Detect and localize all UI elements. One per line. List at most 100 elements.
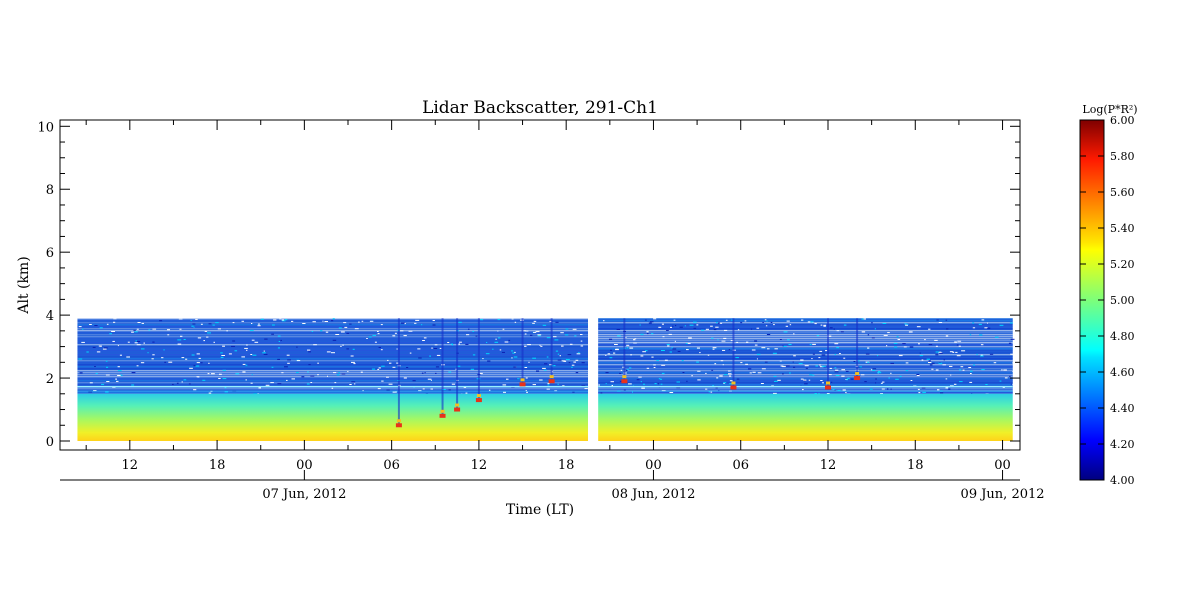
noise-speckle [770, 322, 773, 323]
noise-speckle [472, 330, 475, 332]
noise-speckle [954, 341, 957, 343]
noise-speckle [565, 328, 569, 330]
noise-speckle [818, 357, 821, 359]
noise-speckle [448, 389, 451, 391]
noise-speckle [528, 361, 530, 363]
noise-speckle [430, 379, 432, 381]
noise-speckle [441, 389, 446, 390]
noise-speckle [221, 355, 225, 356]
noise-speckle [131, 384, 135, 386]
noise-speckle [310, 375, 315, 377]
cloud-base-mark [520, 378, 525, 382]
noise-speckle [877, 355, 879, 357]
noise-speckle [307, 371, 309, 373]
noise-speckle [828, 374, 832, 376]
noise-streak [77, 370, 589, 372]
noise-speckle [176, 382, 179, 384]
noise-speckle [89, 324, 92, 325]
noise-speckle [544, 363, 548, 365]
noise-speckle [325, 331, 329, 333]
noise-speckle [244, 347, 248, 349]
noise-speckle [859, 366, 862, 368]
noise-speckle [559, 355, 561, 357]
noise-speckle [832, 388, 836, 390]
noise-speckle [94, 366, 96, 367]
noise-speckle [572, 328, 577, 330]
noise-streak [77, 374, 589, 376]
noise-speckle [980, 355, 984, 357]
noise-speckle [456, 365, 461, 367]
noise-speckle [955, 351, 958, 353]
noise-speckle [377, 331, 379, 332]
noise-streak [77, 376, 589, 378]
noise-streak [77, 366, 589, 368]
noise-speckle [326, 351, 331, 353]
noise-speckle [819, 350, 823, 352]
noise-speckle [250, 382, 253, 384]
noise-speckle [324, 321, 328, 322]
noise-speckle [88, 391, 93, 393]
noise-speckle [598, 384, 600, 386]
noise-speckle [634, 338, 637, 340]
noise-streak [598, 374, 1013, 376]
noise-speckle [728, 349, 731, 351]
noise-speckle [782, 373, 784, 375]
noise-speckle [349, 323, 352, 325]
noise-speckle [524, 333, 527, 335]
noise-speckle [939, 352, 943, 354]
noise-speckle [772, 352, 777, 354]
noise-speckle [448, 371, 452, 373]
noise-speckle [827, 335, 832, 337]
noise-speckle [141, 348, 145, 350]
noise-speckle [277, 335, 281, 337]
noise-speckle [919, 352, 921, 354]
noise-speckle [580, 340, 583, 342]
noise-speckle [875, 378, 877, 380]
noise-speckle [553, 336, 557, 338]
noise-speckle [686, 349, 689, 351]
noise-speckle [115, 378, 117, 380]
noise-speckle [978, 323, 982, 325]
cloud-column [827, 318, 829, 388]
noise-streak [77, 392, 589, 394]
noise-speckle [181, 381, 183, 383]
noise-speckle [981, 319, 985, 321]
noise-speckle [310, 382, 313, 383]
noise-speckle [179, 328, 182, 330]
noise-speckle [183, 339, 186, 340]
noise-speckle [126, 356, 130, 358]
noise-speckle [961, 350, 966, 352]
noise-speckle [511, 357, 513, 359]
noise-speckle [361, 320, 364, 322]
noise-speckle [890, 388, 892, 390]
noise-speckle [459, 341, 462, 343]
noise-speckle [886, 388, 889, 390]
noise-speckle [106, 381, 110, 382]
noise-speckle [917, 388, 920, 390]
noise-speckle [342, 344, 344, 346]
noise-speckle [910, 380, 913, 381]
noise-speckle [514, 321, 517, 323]
noise-speckle [614, 344, 618, 345]
noise-speckle [571, 364, 575, 366]
noise-speckle [96, 351, 101, 353]
noise-speckle [804, 383, 808, 385]
noise-streak [77, 326, 589, 328]
noise-speckle [497, 337, 501, 339]
noise-speckle [581, 362, 585, 364]
noise-speckle [250, 354, 253, 355]
colorbar-tick-label: 5.20 [1110, 258, 1135, 271]
noise-speckle [577, 352, 580, 354]
noise-speckle [836, 347, 839, 349]
colorbar-tick-label: 5.00 [1110, 294, 1135, 307]
noise-speckle [537, 334, 542, 336]
noise-speckle [793, 333, 795, 335]
noise-speckle [890, 362, 894, 364]
noise-speckle [183, 379, 187, 381]
noise-speckle [633, 342, 637, 344]
noise-speckle [980, 344, 984, 346]
noise-speckle [725, 319, 728, 321]
noise-speckle [271, 366, 274, 368]
noise-speckle [514, 351, 516, 353]
noise-speckle [392, 366, 396, 368]
